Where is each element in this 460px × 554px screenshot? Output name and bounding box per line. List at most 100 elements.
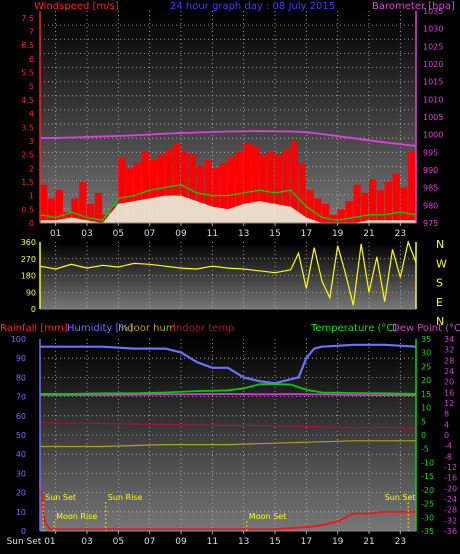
dew-tick-label: 34: [444, 335, 454, 344]
wind-tick-label: 2.5: [21, 151, 34, 160]
x-tick-label-1: 03: [81, 229, 92, 239]
x-tick-label-3: 07: [144, 537, 155, 547]
baro-tick-label: 1010: [423, 95, 443, 104]
x-tick-label-1: 21: [363, 229, 374, 239]
wind-gust-bar: [204, 160, 212, 223]
indoor-temp-line: [39, 422, 417, 429]
wind-gust-bar: [87, 203, 95, 223]
baro-tick-label: 1025: [423, 42, 443, 51]
temp-tick-label: 35: [421, 335, 431, 344]
wind-gust-bar: [298, 162, 306, 223]
wind-tick-label: 4.5: [21, 96, 34, 105]
wind-gust-bar: [322, 203, 330, 223]
dew-tick-label: -20: [444, 484, 457, 493]
wind-gust-bar: [181, 151, 189, 223]
baro-tick-label: 1020: [423, 60, 443, 69]
wind-gust-bar: [290, 140, 298, 223]
rainfall-line: [39, 482, 416, 530]
x-tick-label-3: 17: [301, 537, 312, 547]
wind-gust-bar: [353, 184, 361, 223]
temp-tick-label: 15: [421, 390, 431, 399]
wind-tick-label: 3.5: [21, 123, 34, 132]
series-layer: [39, 130, 417, 530]
baro-tick-label: 990: [423, 166, 438, 175]
compass-letter: W: [436, 257, 447, 270]
wind-gust-bar: [384, 181, 392, 223]
legend-rainfall: Rainfall [mm]: [0, 323, 68, 334]
barometer-line: [39, 130, 417, 147]
humidity-tick-label: 10: [16, 508, 26, 517]
wind-tick-label: 3: [29, 137, 34, 146]
wind-tick-label: 2: [29, 164, 34, 173]
x-tick-label-3: 15: [269, 537, 280, 547]
dew-tick-label: 0: [444, 431, 449, 440]
wind-gust-bar: [220, 162, 228, 223]
wind-gust-bar: [392, 173, 400, 223]
legend-humidity: Humidity [%]: [67, 323, 133, 334]
temp-tick-label: 10: [421, 404, 431, 413]
dew-tick-label: 24: [444, 367, 454, 376]
dew-tick-label: 4: [444, 420, 449, 429]
wind-gust-bar: [369, 179, 377, 223]
baro-tick-label: 980: [423, 201, 438, 210]
wind-gust-bar: [118, 157, 126, 223]
wind-gust-bar: [141, 151, 150, 223]
x-tick-label-3: 23: [395, 537, 406, 547]
dew-tick-label: -24: [444, 495, 457, 504]
dewpoint-line: [40, 392, 417, 397]
x-tick-label-1: 13: [238, 229, 249, 239]
wind-gust-bar: [376, 190, 385, 223]
astro-annotation: Moon Rise: [56, 512, 97, 521]
x-tick-label-3: 09: [175, 537, 187, 547]
x-tick-label-1: 01: [50, 229, 61, 239]
legend-indoor-hum: Indoor hum: [118, 323, 176, 334]
dir-tick-label: 360: [21, 238, 36, 247]
astro-annotation: Sun Set: [385, 493, 416, 502]
dew-tick-label: -12: [444, 463, 457, 472]
wind-gust-bar: [267, 151, 275, 223]
wind-gust-bar: [134, 162, 142, 223]
temp-tick-label: 0: [421, 431, 426, 440]
right-axis-label: Barometer [hpa]: [372, 1, 455, 12]
wind-tick-label: 0.5: [21, 205, 34, 214]
temp-tick-label: -35: [421, 527, 434, 536]
baro-tick-label: 1035: [423, 7, 443, 16]
temp-tick-label: 30: [421, 349, 431, 358]
humidity-tick-label: 80: [16, 373, 26, 382]
baro-tick-label: 1005: [423, 113, 443, 122]
humidity-tick-label: 90: [16, 354, 26, 363]
wind-gust-bar: [400, 187, 408, 223]
compass-letter: N: [436, 315, 444, 328]
x-tick-label-1: 23: [395, 229, 406, 239]
left-axis-label: Windspeed [m/s]: [34, 1, 119, 12]
x-tick-label-3: 03: [81, 537, 92, 547]
temp-tick-label: -15: [421, 472, 434, 481]
wind-gust-bar: [188, 154, 197, 223]
wind-tick-label: 1: [29, 192, 34, 201]
dew-tick-label: -36: [444, 527, 457, 536]
dew-tick-label: 20: [444, 378, 454, 387]
baro-tick-label: 1030: [423, 25, 443, 34]
wind-tick-label: 5.5: [21, 69, 34, 78]
x-tick-label-1: 07: [144, 229, 155, 239]
dew-tick-label: -4: [444, 442, 452, 451]
temp-tick-label: -25: [421, 500, 434, 509]
wind-tick-label: 0: [29, 219, 34, 228]
temp-tick-label: 5: [421, 417, 426, 426]
x-tick-label-3: 21: [363, 537, 374, 547]
wind-gust-bar: [173, 143, 181, 223]
legend-temperature: Temperature (°C): [310, 323, 397, 334]
humidity-line: [40, 343, 417, 385]
baro-tick-label: 1015: [423, 78, 443, 87]
wind-gust-bar: [47, 198, 56, 223]
indoor-hum-line: [40, 440, 416, 448]
wind-gust-bar: [243, 143, 251, 223]
wind-tick-label: 4: [29, 110, 34, 119]
wind-tick-label: 7.5: [21, 14, 34, 23]
baro-tick-label: 985: [423, 184, 438, 193]
dew-tick-label: -32: [444, 516, 457, 525]
dir-tick-label: 0: [31, 305, 36, 314]
dir-tick-label: 90: [26, 288, 36, 297]
wind-average-line: [39, 183, 417, 222]
x-tick-label-3: 05: [113, 537, 124, 547]
